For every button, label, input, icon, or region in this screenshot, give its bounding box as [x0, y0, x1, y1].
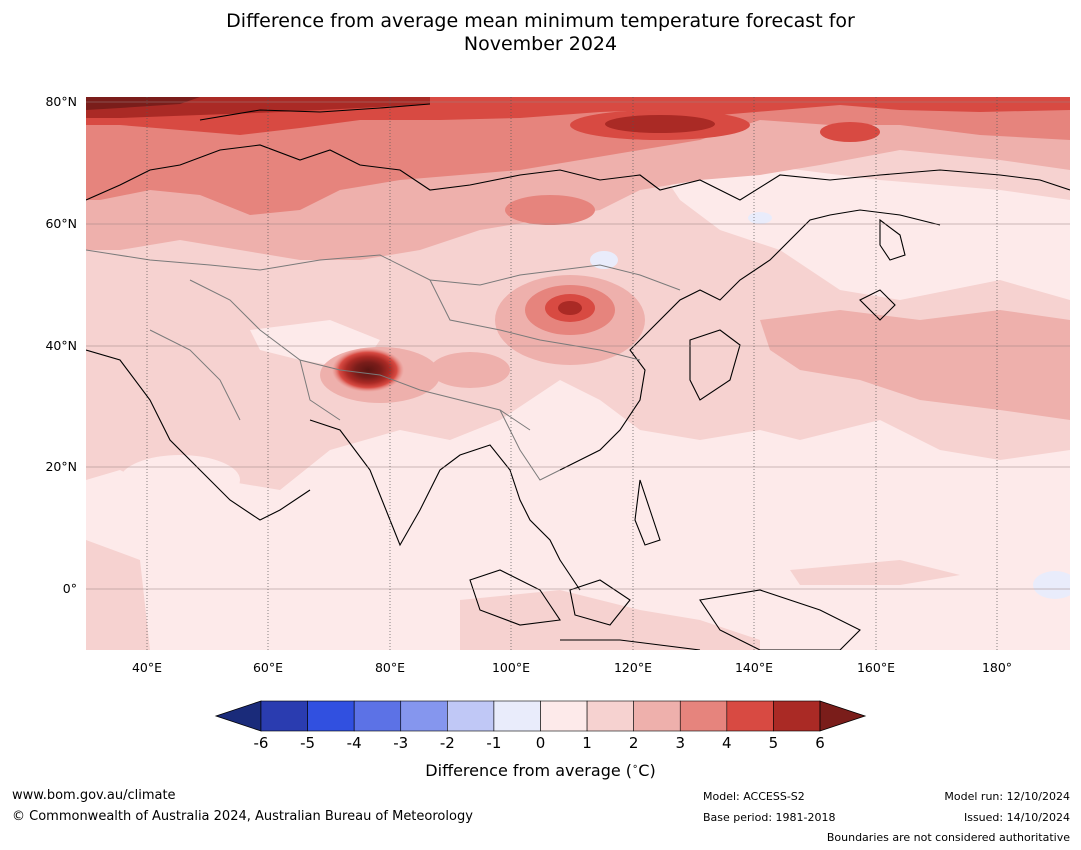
forecast-map: [86, 97, 1070, 650]
colorbar-segment: [353, 700, 402, 732]
colorbar-tick-label: -2: [439, 734, 455, 752]
lat-label-40n: 40°N: [45, 338, 77, 353]
lon-label-120e: 120°E: [613, 660, 652, 675]
coastlines: [86, 103, 1070, 650]
colorbar-segment: [400, 700, 448, 732]
colorbar-tick-label: -4: [346, 734, 362, 752]
colorbar-segments: [214, 700, 867, 732]
colorbar-tick-label: -3: [393, 734, 409, 752]
model-info: Model: ACCESS-S2: [703, 790, 805, 803]
map-title: Difference from average mean minimum tem…: [0, 10, 1081, 56]
lon-label-40e: 40°E: [131, 660, 163, 675]
colorbar-tick-label: 5: [768, 734, 779, 752]
negative-anomaly-patch: [590, 251, 618, 269]
lat-label-20n: 20°N: [45, 459, 77, 474]
colorbar-segment: [540, 700, 588, 732]
colorbar-segment: [260, 700, 308, 732]
parallels: [86, 101, 1070, 590]
anomaly-band-above-6: [86, 97, 200, 110]
issued-date: Issued: 14/10/2024: [963, 811, 1070, 824]
website-link[interactable]: www.bom.gov.au/climate: [12, 788, 176, 803]
lon-label-60e: 60°E: [252, 660, 284, 675]
model-run-date: Model run: 12/10/2024: [944, 790, 1070, 803]
lon-label-140e: 140°E: [734, 660, 773, 675]
colorbar-tick-label: 3: [675, 734, 686, 752]
colorbar-tick-label: -1: [486, 734, 502, 752]
colorbar-tick-label: 0: [535, 734, 546, 752]
lon-label-160e: 160°E: [856, 660, 895, 675]
temperature-anomaly-field: [86, 97, 1070, 650]
colorbar-tick-label: 6: [815, 734, 825, 752]
colorbar-extend-high: [819, 700, 867, 732]
base-period: Base period: 1981-2018: [703, 811, 836, 824]
title-line-1: Difference from average mean minimum tem…: [226, 10, 855, 32]
lat-label-60n: 60°N: [45, 216, 77, 231]
lon-label-80e: 80°E: [374, 660, 406, 675]
country-borders: [86, 249, 681, 481]
colorbar-tick-label: 2: [628, 734, 639, 752]
colorbar-segment: [633, 700, 681, 732]
lon-label-180: 180°: [981, 660, 1013, 675]
colorbar-tick-label: -5: [300, 734, 316, 752]
boundaries-note: Boundaries are not considered authoritat…: [826, 831, 1070, 844]
meridians: [146, 97, 998, 650]
colorbar-label: Difference from average (∘C): [425, 761, 656, 780]
anomaly-band-3-4: [86, 97, 1070, 215]
colorbar-segment: [726, 700, 774, 732]
colorbar-segment: [493, 700, 541, 732]
lat-label-0: 0°: [62, 581, 77, 596]
hotspot: [332, 348, 404, 392]
title-line-2: November 2024: [463, 33, 618, 55]
colorbar-segment: [586, 700, 634, 732]
colorbar-tick-label: -6: [253, 734, 269, 752]
colorbar-segment: [307, 700, 355, 732]
colorbar-tick-label: 4: [722, 734, 732, 752]
colorbar-tick-label: 1: [582, 734, 592, 752]
colorbar-segment: [679, 700, 728, 732]
colorbar-segment: [773, 700, 821, 732]
copyright: © Commonwealth of Australia 2024, Austra…: [12, 809, 473, 824]
lon-label-100e: 100°E: [491, 660, 530, 675]
lat-label-80n: 80°N: [45, 94, 77, 109]
colorbar-extend-low: [214, 700, 262, 732]
colorbar-segment: [447, 700, 495, 732]
